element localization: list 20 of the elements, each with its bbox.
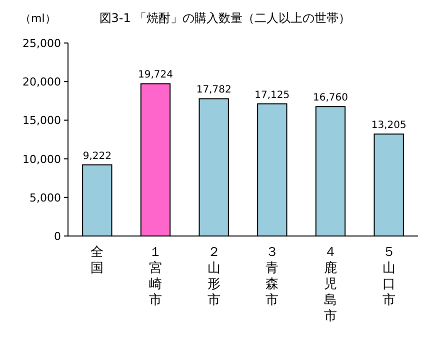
x-tick-label: ３青森市	[266, 245, 279, 308]
y-tick-label: 0	[54, 230, 61, 243]
y-tick-label: 20,000	[22, 76, 61, 89]
y-tick-label: 15,000	[22, 114, 61, 128]
x-tick-label: ２山形市	[207, 245, 220, 308]
data-label: 17,782	[196, 84, 232, 96]
data-label: 19,724	[138, 70, 173, 81]
data-label: 9,222	[82, 150, 112, 162]
y-tick-label: 10,000	[22, 152, 61, 166]
x-tick-label: １宮崎市	[149, 245, 162, 308]
chart-title: 図3-1 「焼酎」の購入数量（二人以上の世帯）	[99, 11, 351, 25]
x-tick-label: ４鹿児島市	[324, 245, 337, 324]
x-tick-label: 全国	[90, 245, 104, 276]
data-label: 16,760	[313, 92, 348, 104]
y-tick-label: 5,000	[30, 191, 61, 204]
data-label: 17,125	[254, 90, 290, 101]
y-axis-title: （ml）	[20, 12, 56, 25]
data-label: 13,205	[371, 120, 406, 132]
x-tick-label: ５山口市	[382, 245, 396, 308]
y-tick-label: 25,000	[22, 37, 61, 50]
